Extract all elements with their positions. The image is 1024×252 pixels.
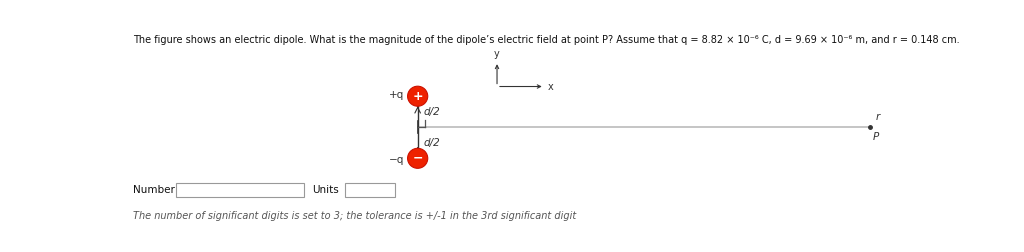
Text: The figure shows an electric dipole. What is the magnitude of the dipole’s elect: The figure shows an electric dipole. Wha… bbox=[133, 35, 961, 45]
Text: +q: +q bbox=[389, 90, 404, 100]
Text: y: y bbox=[495, 49, 500, 59]
Circle shape bbox=[408, 86, 428, 106]
Text: Number: Number bbox=[133, 185, 175, 195]
Text: Units: Units bbox=[311, 185, 338, 195]
Text: P: P bbox=[873, 132, 880, 142]
Text: d/2: d/2 bbox=[424, 138, 440, 148]
Text: x: x bbox=[548, 81, 554, 91]
FancyBboxPatch shape bbox=[345, 183, 395, 197]
Text: −: − bbox=[413, 152, 423, 165]
Text: r: r bbox=[876, 112, 880, 122]
FancyBboxPatch shape bbox=[176, 183, 304, 197]
Text: ▾: ▾ bbox=[384, 185, 388, 195]
Text: +: + bbox=[413, 90, 423, 103]
Text: The number of significant digits is set to 3; the tolerance is +/-1 in the 3rd s: The number of significant digits is set … bbox=[133, 211, 577, 221]
Text: −q: −q bbox=[389, 155, 404, 165]
Text: d/2: d/2 bbox=[424, 107, 440, 117]
Circle shape bbox=[408, 148, 428, 168]
